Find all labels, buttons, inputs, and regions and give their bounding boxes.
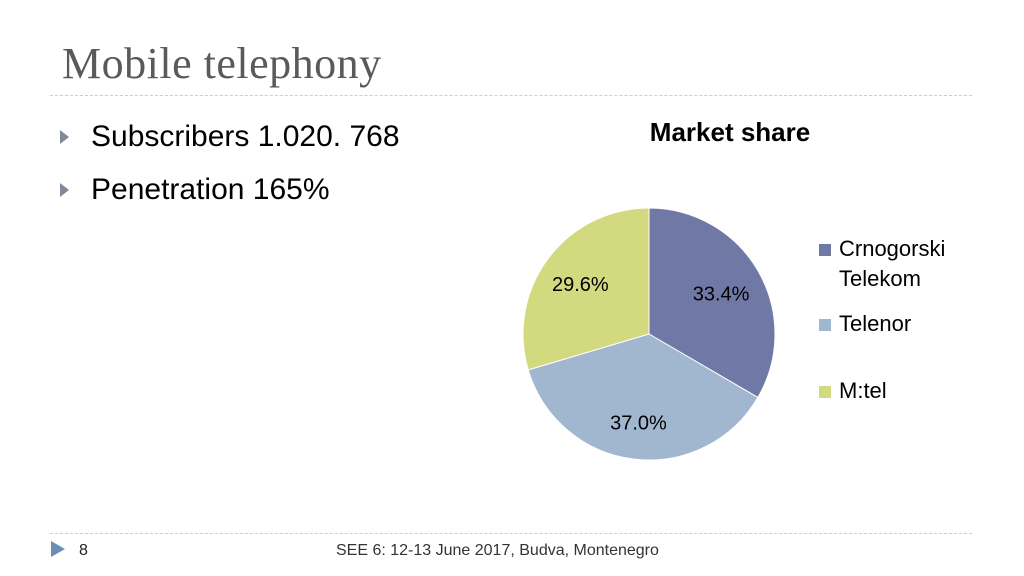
legend-swatch — [819, 386, 831, 398]
legend-swatch — [819, 319, 831, 331]
legend-label: M:tel — [839, 378, 887, 403]
pie-slice-crnogorski-telekom — [648, 207, 776, 399]
bullet-text-penetration: Penetration 165% — [91, 172, 330, 206]
bullet-text-subscribers: Subscribers 1.020. 768 — [91, 119, 400, 153]
legend-item: M:tel — [819, 378, 887, 403]
legend-label: Crnogorski — [839, 236, 945, 261]
market-share-pie-chart: Market share 33.4% 37.0% 29.6% Crnogorski Tel… — [522, 117, 945, 461]
footer-divider — [50, 533, 972, 534]
legend-item: Telenor — [819, 311, 911, 336]
bullet-item: Penetration 165% — [60, 163, 400, 216]
legend-item: Crnogorski Telekom — [819, 236, 945, 291]
bullet-list: Subscribers 1.020. 768 Penetration 165% — [60, 110, 400, 216]
pie-slice-telenor — [527, 333, 759, 461]
pie-slice-m-tel — [522, 207, 650, 371]
title-divider — [50, 95, 972, 96]
slide-title: Mobile telephony — [62, 39, 382, 88]
bullet-arrow-icon — [60, 182, 69, 197]
footer-text: SEE 6: 12-13 June 2017, Budva, Montenegr… — [336, 542, 659, 559]
pie-data-label: 29.6% — [552, 274, 609, 296]
page-number: 8 — [79, 542, 88, 559]
legend-swatch — [819, 244, 831, 256]
legend-label: Telenor — [839, 311, 911, 336]
legend-label: Telekom — [839, 266, 921, 291]
bullet-arrow-icon — [60, 129, 69, 144]
chart-title: Market share — [650, 117, 810, 147]
bullet-item: Subscribers 1.020. 768 — [60, 110, 400, 163]
pie-data-label: 33.4% — [693, 284, 750, 306]
footer-arrow-icon — [51, 541, 65, 557]
pie-data-label: 37.0% — [610, 413, 667, 435]
